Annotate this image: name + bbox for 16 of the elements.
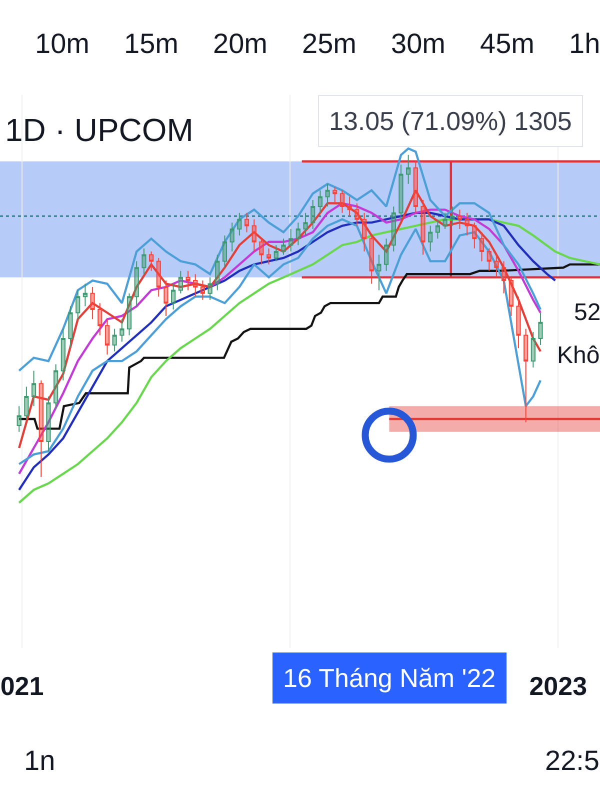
text: 20m — [213, 28, 268, 59]
text: 1h — [569, 28, 600, 59]
text: 1n — [24, 745, 56, 776]
text: 25m — [302, 28, 356, 59]
chart-title: 1D · UPCOM — [5, 112, 194, 148]
text: 22:5 — [545, 745, 600, 776]
text: 10m — [35, 28, 90, 59]
text: 15m — [124, 28, 178, 59]
x-tick-label: 021 — [0, 671, 44, 701]
annotation: 52 — [574, 299, 600, 326]
annotation: Khô — [557, 342, 600, 369]
annotation: 13.05 (71.09%) 1305 — [329, 106, 572, 136]
text: 30m — [391, 28, 446, 59]
text: 16 Tháng Năm '22 — [283, 663, 496, 693]
x-tick-label: 2023 — [529, 671, 588, 701]
text: 45m — [480, 28, 534, 59]
